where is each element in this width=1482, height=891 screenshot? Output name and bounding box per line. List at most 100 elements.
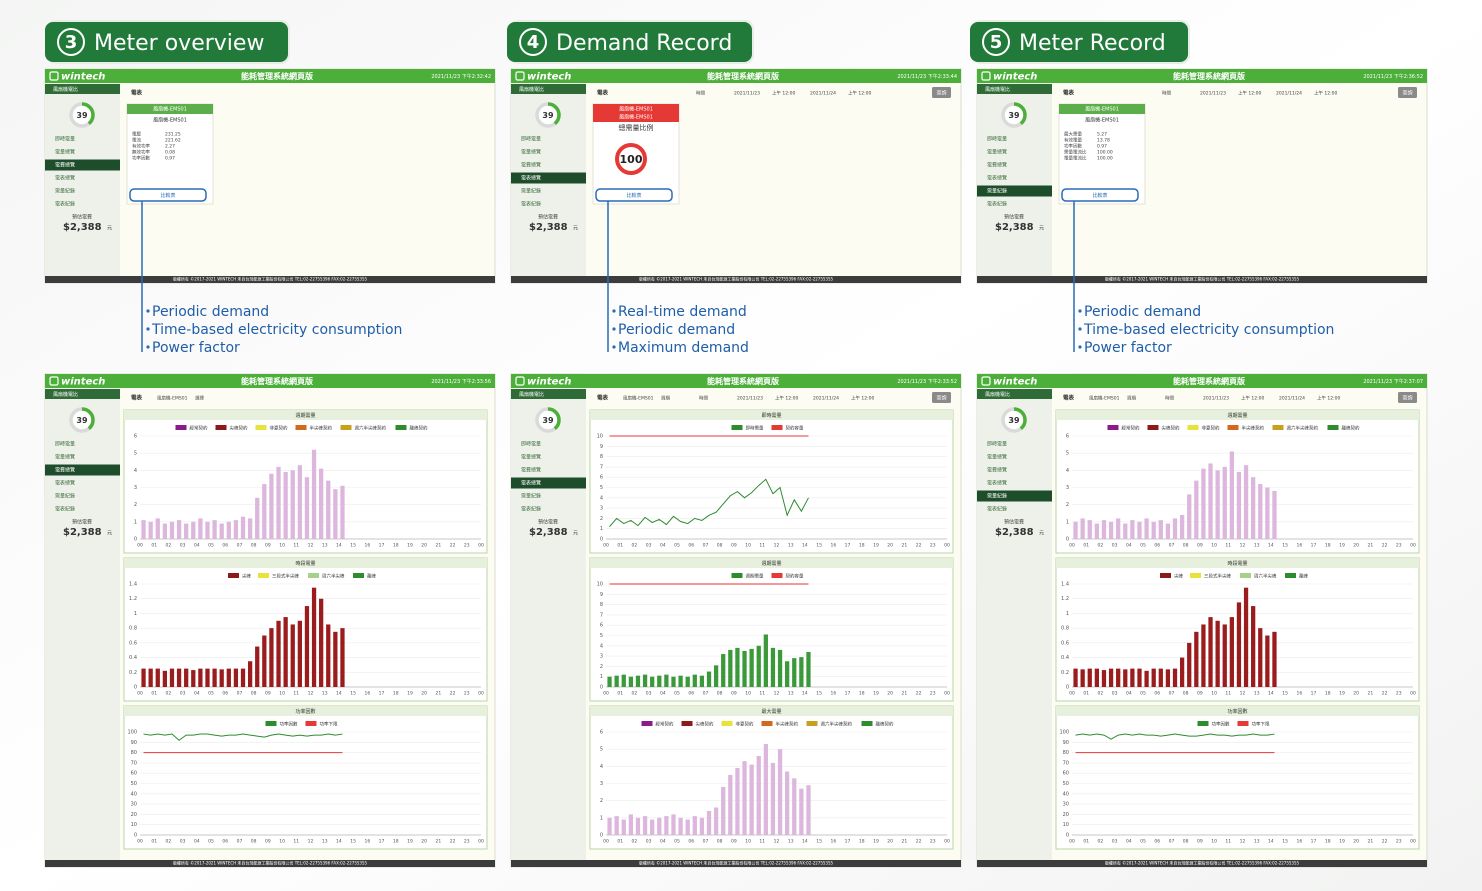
x-tick-label: 14 — [336, 691, 342, 697]
x-tick-label: 11 — [293, 543, 299, 549]
menu-item[interactable]: 電費總覽 — [987, 467, 1007, 474]
x-tick-label: 14 — [802, 691, 808, 697]
compare-button-label[interactable]: 比較表 — [1092, 192, 1107, 199]
legend-label: 尖峰契約 — [230, 424, 248, 431]
compare-button-label[interactable]: 比較表 — [160, 192, 175, 199]
legend-swatch — [295, 425, 307, 430]
menu-item[interactable]: 需量紀錄 — [55, 188, 75, 195]
bar — [735, 647, 740, 687]
bar — [1165, 669, 1171, 687]
menu-item[interactable]: 需量紀錄 — [521, 493, 541, 500]
menu-item[interactable]: 即時電量 — [987, 136, 1007, 143]
query-label[interactable]: 查詢 — [936, 395, 946, 402]
menu-item[interactable]: 電量總覽 — [521, 149, 541, 156]
toolbar-field: 選擇 — [195, 395, 204, 402]
menu-item[interactable]: 電量總覽 — [55, 149, 75, 156]
menu-active[interactable] — [977, 490, 1052, 502]
menu-item[interactable]: 即時電量 — [55, 441, 75, 448]
menu-item[interactable]: 電費總覽 — [987, 162, 1007, 169]
menu-item[interactable]: 電表紀錄 — [521, 201, 541, 208]
menu-active[interactable] — [45, 159, 120, 171]
menu-item[interactable]: 電表總覽 — [987, 480, 1007, 487]
menu-item[interactable]: 即時電量 — [55, 136, 75, 143]
menu-item[interactable]: 需量紀錄 — [987, 493, 1007, 500]
menu-item[interactable]: 電費總覽 — [521, 162, 541, 169]
compare-button[interactable] — [129, 188, 207, 202]
menu-active[interactable] — [45, 464, 120, 476]
menu-item[interactable]: 電量總覽 — [521, 454, 541, 461]
x-tick-label: 05 — [674, 691, 680, 697]
toolbar-field: 風扇機-EMS01 — [157, 395, 188, 402]
y-tick-label: 0.4 — [1061, 655, 1069, 661]
logo-icon — [981, 71, 991, 81]
query-label[interactable]: 查詢 — [1402, 395, 1412, 402]
menu-active[interactable] — [977, 185, 1052, 197]
x-tick-label: 02 — [1098, 839, 1104, 845]
menu-item[interactable]: 電量總覽 — [987, 149, 1007, 156]
menu-item[interactable]: 電表總覽 — [987, 175, 1007, 182]
bar — [226, 521, 231, 539]
bar — [319, 598, 324, 687]
bar — [607, 817, 612, 835]
toolbar-field: 上午 12:00 — [775, 395, 799, 402]
menu-item[interactable]: 電費總覽 — [521, 467, 541, 474]
x-tick-label: 04 — [1126, 691, 1132, 697]
legend-label: 經常契約 — [656, 720, 674, 727]
x-tick-label: 21 — [1368, 543, 1374, 549]
query-button[interactable] — [932, 392, 951, 403]
compare-button[interactable] — [595, 188, 673, 202]
menu-item[interactable]: 電表紀錄 — [987, 506, 1007, 513]
menu-item[interactable]: 電表紀錄 — [55, 201, 75, 208]
menu-item[interactable]: 電表總覽 — [55, 175, 75, 182]
x-tick-label: 06 — [222, 543, 228, 549]
toolbar-field: 2021/11/24 — [1276, 91, 1302, 97]
bar — [269, 628, 274, 687]
x-tick-label: 19 — [1339, 839, 1345, 845]
x-tick-label: 07 — [703, 691, 709, 697]
menu-item[interactable]: 即時電量 — [987, 441, 1007, 448]
toolbar-field: 時間 — [699, 396, 708, 402]
footer-bar — [977, 860, 1427, 867]
menu-item[interactable]: 電量總覽 — [987, 454, 1007, 461]
y-tick-label: 1 — [600, 674, 603, 680]
query-button[interactable] — [1398, 87, 1417, 98]
x-tick-label: 12 — [1240, 691, 1246, 697]
query-button[interactable] — [932, 87, 951, 98]
compare-button[interactable] — [1061, 188, 1139, 202]
query-button[interactable] — [1398, 392, 1417, 403]
bar — [319, 468, 324, 539]
menu-item[interactable]: 電量總覽 — [55, 454, 75, 461]
menu-item[interactable]: 需量紀錄 — [521, 188, 541, 195]
menu-item[interactable]: 電費總覽 — [55, 162, 75, 169]
menu-item[interactable]: 即時電量 — [521, 441, 541, 448]
menu-item[interactable]: 電表總覽 — [55, 480, 75, 487]
gauge-arc — [69, 407, 95, 433]
menu-item[interactable]: 即時電量 — [521, 136, 541, 143]
menu-item[interactable]: 電表紀錄 — [55, 506, 75, 513]
menu-active[interactable] — [511, 172, 586, 184]
menu-active[interactable] — [511, 477, 586, 489]
menu-item[interactable]: 需量紀錄 — [987, 188, 1007, 195]
bar — [770, 647, 776, 687]
menu-item[interactable]: 電表紀錄 — [521, 506, 541, 513]
chart-title-band — [590, 558, 953, 568]
x-tick-label: 11 — [293, 691, 299, 697]
bullet: Power factor — [152, 340, 240, 356]
menu-item[interactable]: 電表總覽 — [521, 480, 541, 487]
menu-item[interactable]: 電表總覽 — [521, 175, 541, 182]
x-tick-label: 02 — [632, 839, 638, 845]
compare-button-label[interactable]: 比較表 — [626, 192, 641, 199]
footer: 版權所有 ©2017-2021 WINTECH 禾自台灣能源工業股份有限公司 T… — [639, 276, 834, 282]
menu-item[interactable]: 電費總覽 — [55, 467, 75, 474]
top-bar — [45, 374, 495, 388]
query-label[interactable]: 查詢 — [1402, 90, 1412, 97]
bar — [311, 449, 317, 539]
menu-item[interactable]: 電表紀錄 — [987, 201, 1007, 208]
footer-bar — [511, 276, 961, 283]
x-tick-label: 06 — [1154, 543, 1160, 549]
query-label[interactable]: 查詢 — [936, 90, 946, 97]
x-tick-label: 00 — [137, 543, 143, 549]
chart-title: 週期需量 — [295, 412, 315, 419]
menu-item[interactable]: 需量紀錄 — [55, 493, 75, 500]
toolbar-field: 週期 — [1127, 395, 1136, 402]
